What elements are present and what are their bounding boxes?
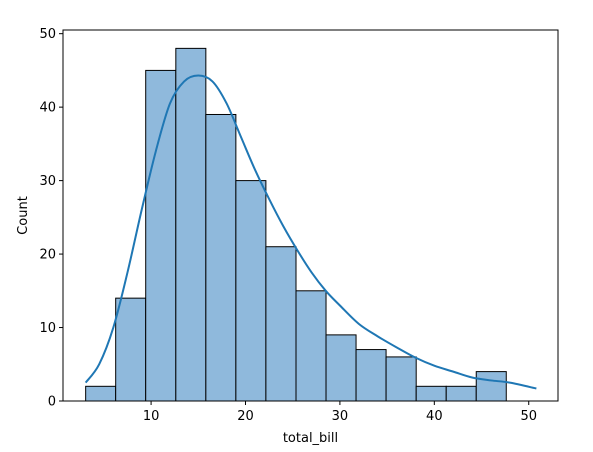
histogram-bar-6 (265, 246, 297, 402)
y-tick-label-10: 10 (39, 321, 56, 336)
x-tick-label-10: 10 (143, 409, 160, 424)
kde-curve (84, 74, 537, 390)
bars-layer (85, 47, 507, 402)
y-axis-label: Count (16, 196, 31, 235)
histogram-bar-2 (145, 69, 177, 402)
x-axis-label: total_bill (283, 431, 338, 446)
y-tick-label-0: 0 (48, 395, 56, 410)
histogram-bar-4 (205, 113, 237, 402)
y-tick-label-20: 20 (39, 248, 56, 263)
histogram-bar-12 (445, 385, 477, 402)
histogram-bar-9 (355, 349, 387, 402)
histogram-bar-11 (415, 385, 447, 402)
histogram-bar-8 (325, 334, 357, 402)
x-axis-ticks: 10 20 30 40 50 (143, 401, 537, 424)
y-tick-label-50: 50 (39, 27, 56, 42)
histogram-bar-5 (235, 180, 267, 402)
histogram-bar-13 (475, 371, 507, 402)
histogram-bar-1 (115, 297, 147, 402)
x-tick-label-40: 40 (426, 409, 443, 424)
x-tick-label-30: 30 (332, 409, 349, 424)
y-tick-label-30: 30 (39, 174, 56, 189)
histogram-bar-3 (175, 47, 207, 402)
histogram-bar-0 (85, 385, 117, 402)
x-tick-label-20: 20 (237, 409, 254, 424)
y-tick-label-40: 40 (39, 101, 56, 116)
kde-layer (84, 74, 537, 390)
x-tick-label-50: 50 (520, 409, 537, 424)
y-axis-ticks: 0 10 20 30 40 50 (39, 27, 63, 410)
plot-frame (62, 29, 559, 402)
histogram-bar-7 (295, 290, 327, 402)
histogram-bar-10 (385, 356, 417, 402)
